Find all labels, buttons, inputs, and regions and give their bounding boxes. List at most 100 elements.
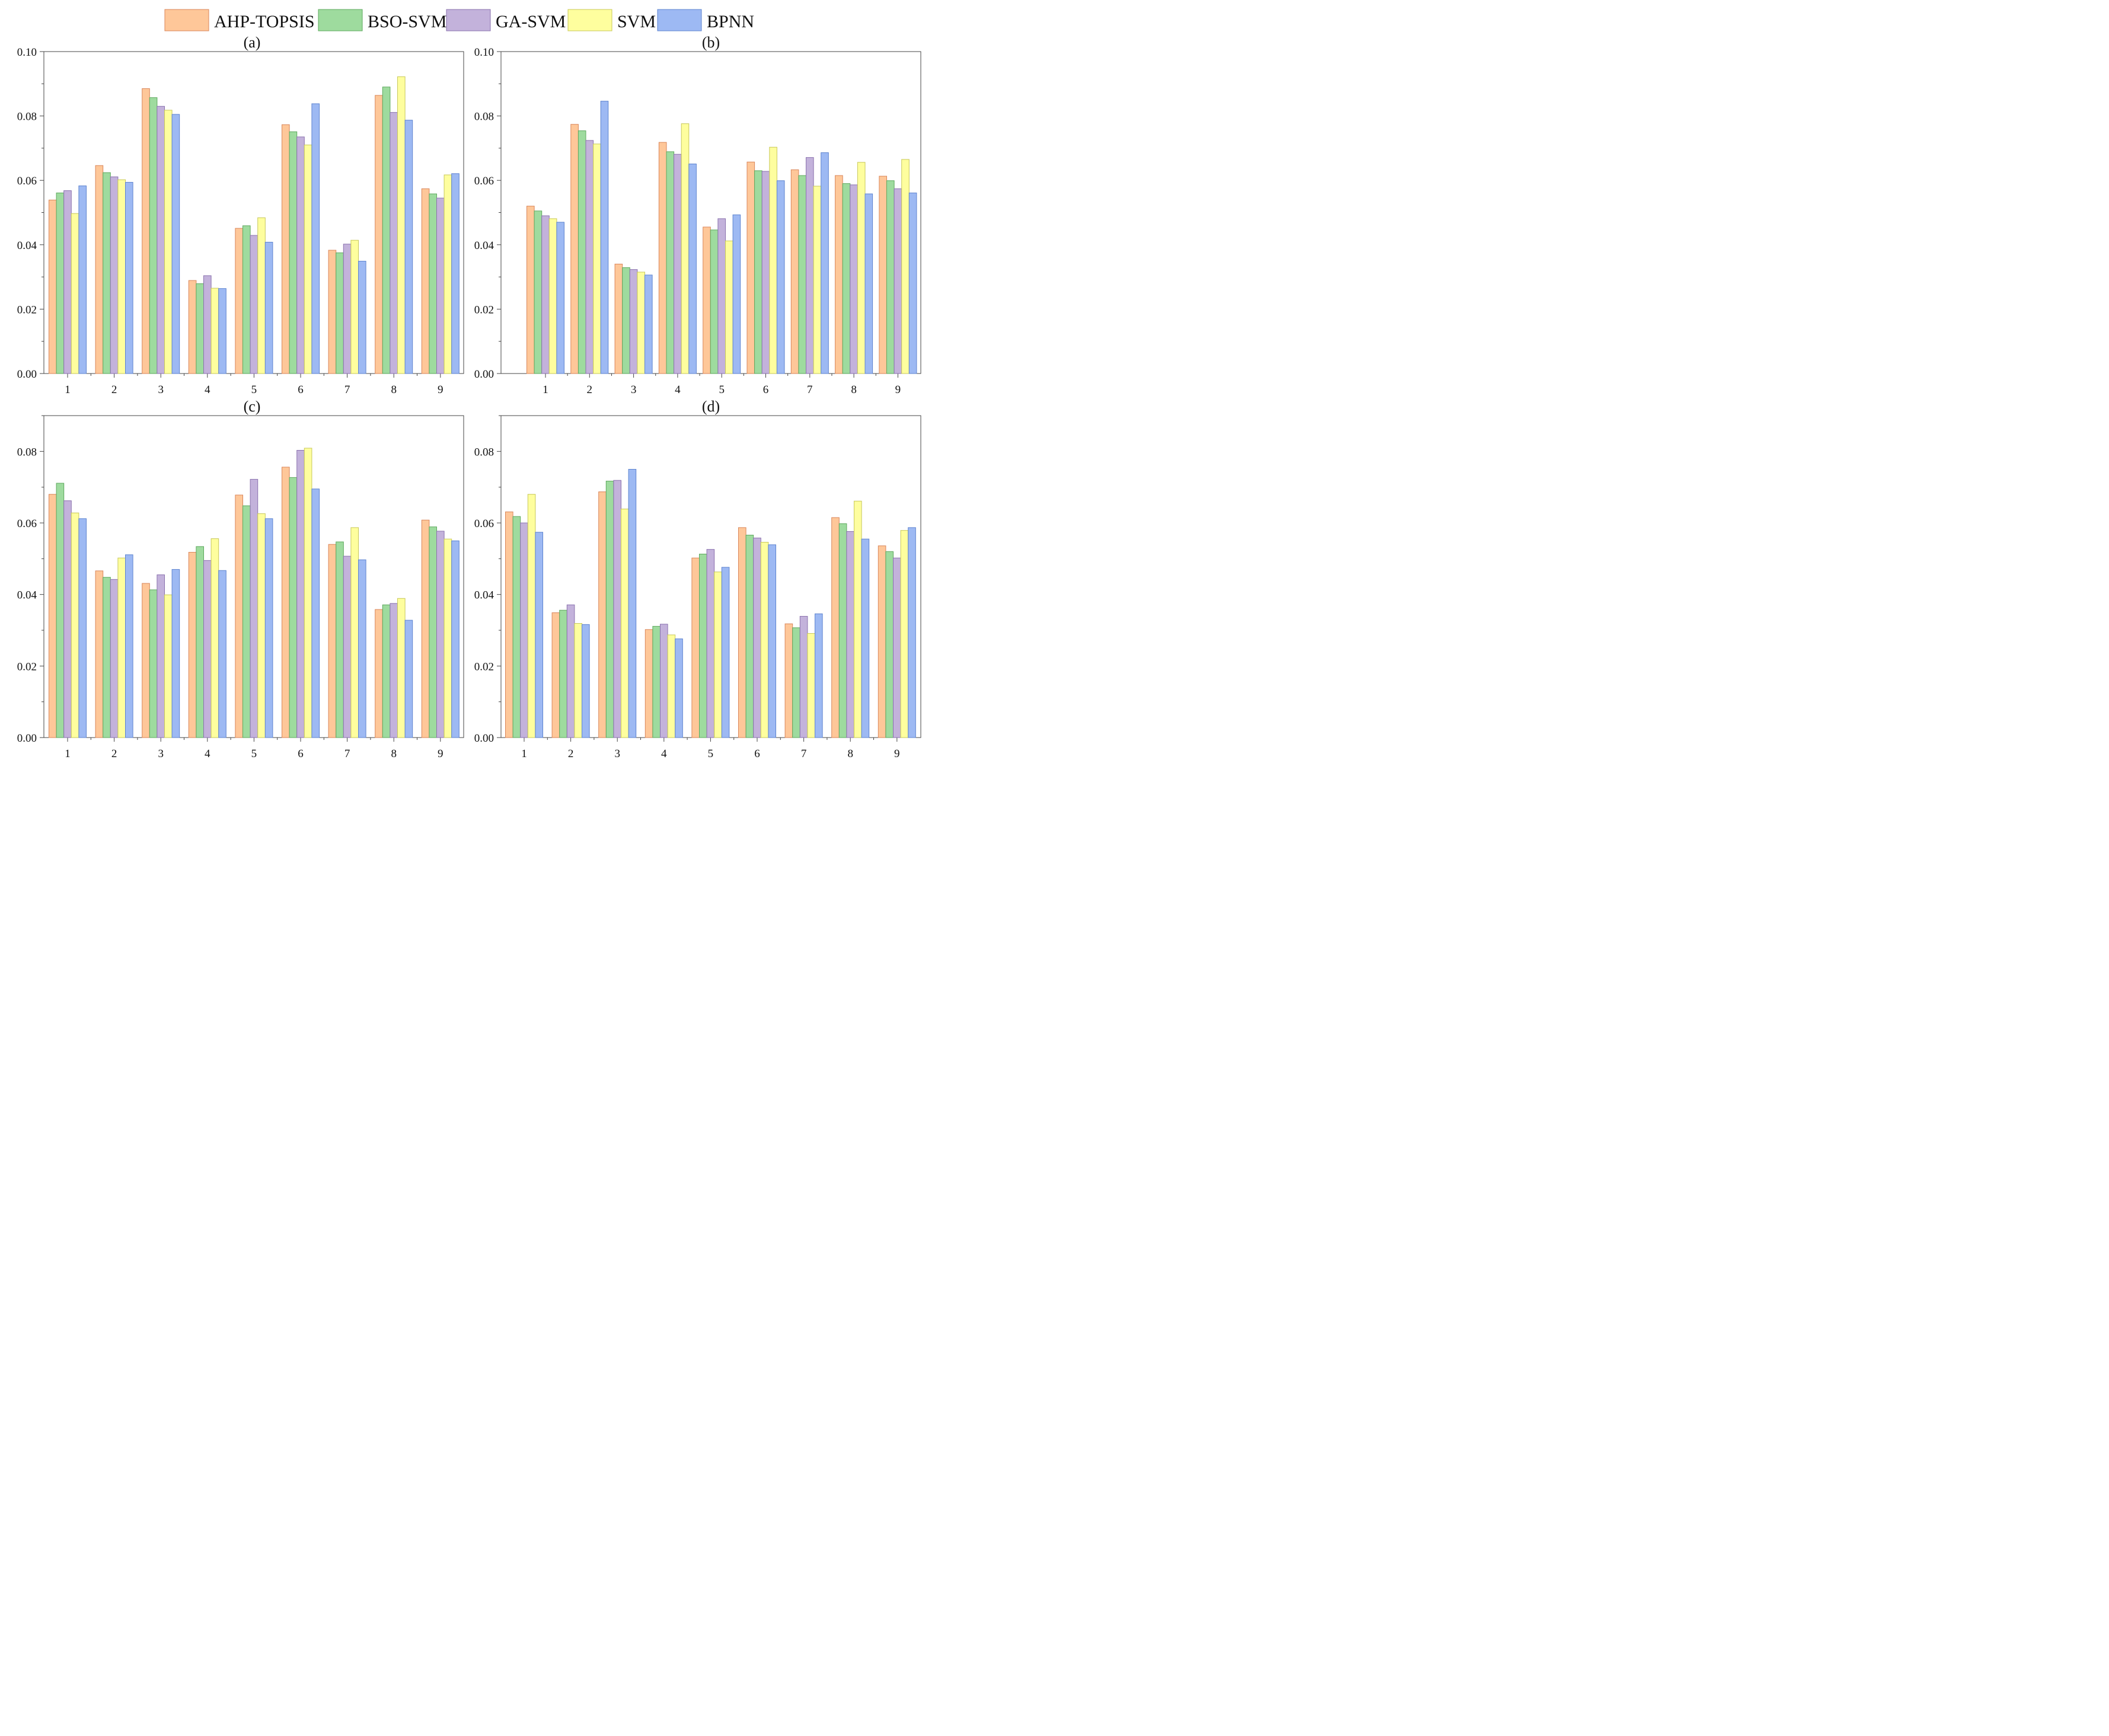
bar-ahp-topsis-cat-8 bbox=[375, 609, 383, 738]
y-tick-label: 0.00 bbox=[474, 732, 494, 745]
bar-bso-svm-cat-8 bbox=[838, 523, 847, 738]
x-tick-label: 7 bbox=[801, 748, 807, 760]
bar-ga-svm-cat-1 bbox=[520, 522, 528, 738]
x-tick-label: 3 bbox=[631, 384, 637, 396]
y-tick-label: 0.00 bbox=[17, 368, 37, 381]
y-tick-label: 0.08 bbox=[474, 446, 494, 458]
bar-ahp-topsis-cat-9 bbox=[879, 175, 888, 374]
bar-bpnn-cat-7 bbox=[358, 559, 366, 738]
bar-ga-svm-cat-6 bbox=[296, 450, 305, 738]
y-tick-label: 0.00 bbox=[17, 732, 37, 745]
y-tick-label: 0.10 bbox=[474, 46, 494, 59]
bar-ahp-topsis-cat-7 bbox=[790, 169, 799, 374]
bar-bso-svm-cat-1 bbox=[512, 516, 521, 738]
x-tick-label: 8 bbox=[847, 748, 853, 760]
bar-svm-cat-9 bbox=[444, 174, 452, 374]
bar-bso-svm-cat-8 bbox=[382, 604, 391, 738]
y-tick-label: 0.04 bbox=[17, 240, 37, 252]
x-tick-label: 6 bbox=[298, 748, 304, 760]
x-tick-label: 1 bbox=[65, 748, 71, 760]
x-tick-label: 2 bbox=[587, 384, 593, 396]
bar-ga-svm-cat-8 bbox=[390, 603, 398, 738]
bar-ahp-topsis-cat-4 bbox=[188, 280, 197, 374]
y-tick-label: 0.04 bbox=[474, 240, 494, 252]
bar-bpnn-cat-4 bbox=[675, 638, 683, 738]
bar-bso-svm-cat-6 bbox=[289, 131, 298, 374]
bar-bpnn-cat-4 bbox=[688, 164, 697, 374]
bar-ga-svm-cat-3 bbox=[157, 574, 165, 738]
bar-ahp-topsis-cat-6 bbox=[746, 161, 755, 374]
bar-ga-svm-cat-2 bbox=[110, 579, 119, 738]
bar-svm-cat-1 bbox=[548, 218, 557, 374]
bar-bpnn-cat-5 bbox=[721, 567, 730, 738]
x-tick-label: 7 bbox=[807, 384, 813, 396]
x-tick-label: 9 bbox=[895, 384, 901, 396]
bar-svm-cat-5 bbox=[714, 572, 722, 738]
bar-bso-svm-cat-4 bbox=[666, 151, 675, 374]
bar-svm-cat-6 bbox=[304, 144, 312, 374]
bar-bpnn-cat-2 bbox=[582, 624, 590, 738]
x-tick-label: 1 bbox=[543, 384, 548, 396]
bar-ahp-topsis-cat-6 bbox=[282, 124, 290, 374]
x-tick-label: 4 bbox=[205, 384, 210, 396]
bar-bso-svm-cat-1 bbox=[534, 210, 543, 374]
bar-svm-cat-5 bbox=[725, 240, 733, 374]
bar-bpnn-cat-5 bbox=[732, 214, 741, 374]
x-tick-label: 1 bbox=[521, 748, 527, 760]
x-tick-label: 7 bbox=[344, 384, 350, 396]
bar-ga-svm-cat-9 bbox=[893, 557, 901, 738]
legend-label: AHP-TOPSIS bbox=[214, 12, 315, 31]
legend-item-bpnn: BPNN bbox=[657, 9, 754, 31]
bar-bso-svm-cat-6 bbox=[745, 535, 754, 738]
x-tick-label: 2 bbox=[568, 748, 574, 760]
bar-svm-cat-2 bbox=[593, 143, 601, 374]
bar-ahp-topsis-cat-2 bbox=[551, 612, 560, 738]
bar-bso-svm-cat-3 bbox=[605, 480, 614, 738]
bar-svm-cat-8 bbox=[854, 500, 862, 738]
y-tick-label: 0.02 bbox=[17, 660, 37, 673]
bar-bso-svm-cat-3 bbox=[622, 267, 630, 374]
legend-item-ga-svm: GA-SVM bbox=[446, 9, 566, 31]
bar-ga-svm-cat-4 bbox=[203, 560, 212, 738]
panel-title: (b) bbox=[702, 34, 720, 51]
chart-panel-a: (a) 0.00 0.02 0.04 0.06 0.08 0.10 1 2 3 4 5 6 7 8 9 bbox=[17, 34, 464, 396]
y-tick-label: 0.10 bbox=[17, 46, 37, 59]
bar-bpnn-cat-7 bbox=[821, 152, 829, 374]
legend-swatch bbox=[567, 9, 612, 31]
legend-swatch bbox=[318, 9, 363, 31]
legend-item-bso-svm: BSO-SVM bbox=[318, 9, 446, 31]
bar-bpnn-cat-9 bbox=[451, 540, 460, 738]
legend-swatch bbox=[164, 9, 209, 31]
panel-title: (a) bbox=[244, 34, 261, 51]
y-tick-label: 0.08 bbox=[474, 111, 494, 123]
bar-bso-svm-cat-5 bbox=[243, 505, 251, 738]
y-tick-label: 0.04 bbox=[474, 589, 494, 602]
bar-svm-cat-5 bbox=[257, 217, 266, 374]
bar-ga-svm-cat-7 bbox=[799, 615, 808, 738]
bar-ga-svm-cat-5 bbox=[717, 218, 726, 374]
bar-svm-cat-9 bbox=[444, 538, 452, 738]
bar-bpnn-cat-8 bbox=[861, 538, 870, 738]
bar-ga-svm-cat-9 bbox=[436, 197, 445, 374]
bar-bso-svm-cat-7 bbox=[336, 541, 344, 738]
x-tick-label: 5 bbox=[708, 748, 714, 760]
bar-bpnn-cat-1 bbox=[556, 222, 565, 374]
y-tick-label: 0.00 bbox=[474, 368, 494, 381]
bar-ga-svm-cat-5 bbox=[250, 478, 259, 738]
bar-ga-svm-cat-8 bbox=[390, 112, 398, 374]
bar-bpnn-cat-9 bbox=[908, 527, 916, 738]
bar-ga-svm-cat-9 bbox=[436, 531, 445, 738]
bar-ahp-topsis-cat-1 bbox=[527, 206, 535, 374]
bar-bpnn-cat-2 bbox=[125, 181, 133, 374]
bar-bpnn-cat-6 bbox=[776, 180, 785, 374]
y-tick-label: 0.04 bbox=[17, 589, 37, 602]
bar-bso-svm-cat-6 bbox=[289, 477, 298, 738]
bar-ga-svm-cat-2 bbox=[585, 140, 594, 374]
bar-ahp-topsis-cat-3 bbox=[142, 88, 150, 374]
x-tick-label: 5 bbox=[251, 748, 257, 760]
x-tick-label: 5 bbox=[251, 384, 257, 396]
bar-bso-svm-cat-1 bbox=[56, 192, 65, 374]
bar-ga-svm-cat-6 bbox=[753, 537, 761, 738]
bar-ga-svm-cat-2 bbox=[110, 176, 119, 374]
bar-bso-svm-cat-3 bbox=[149, 589, 158, 738]
